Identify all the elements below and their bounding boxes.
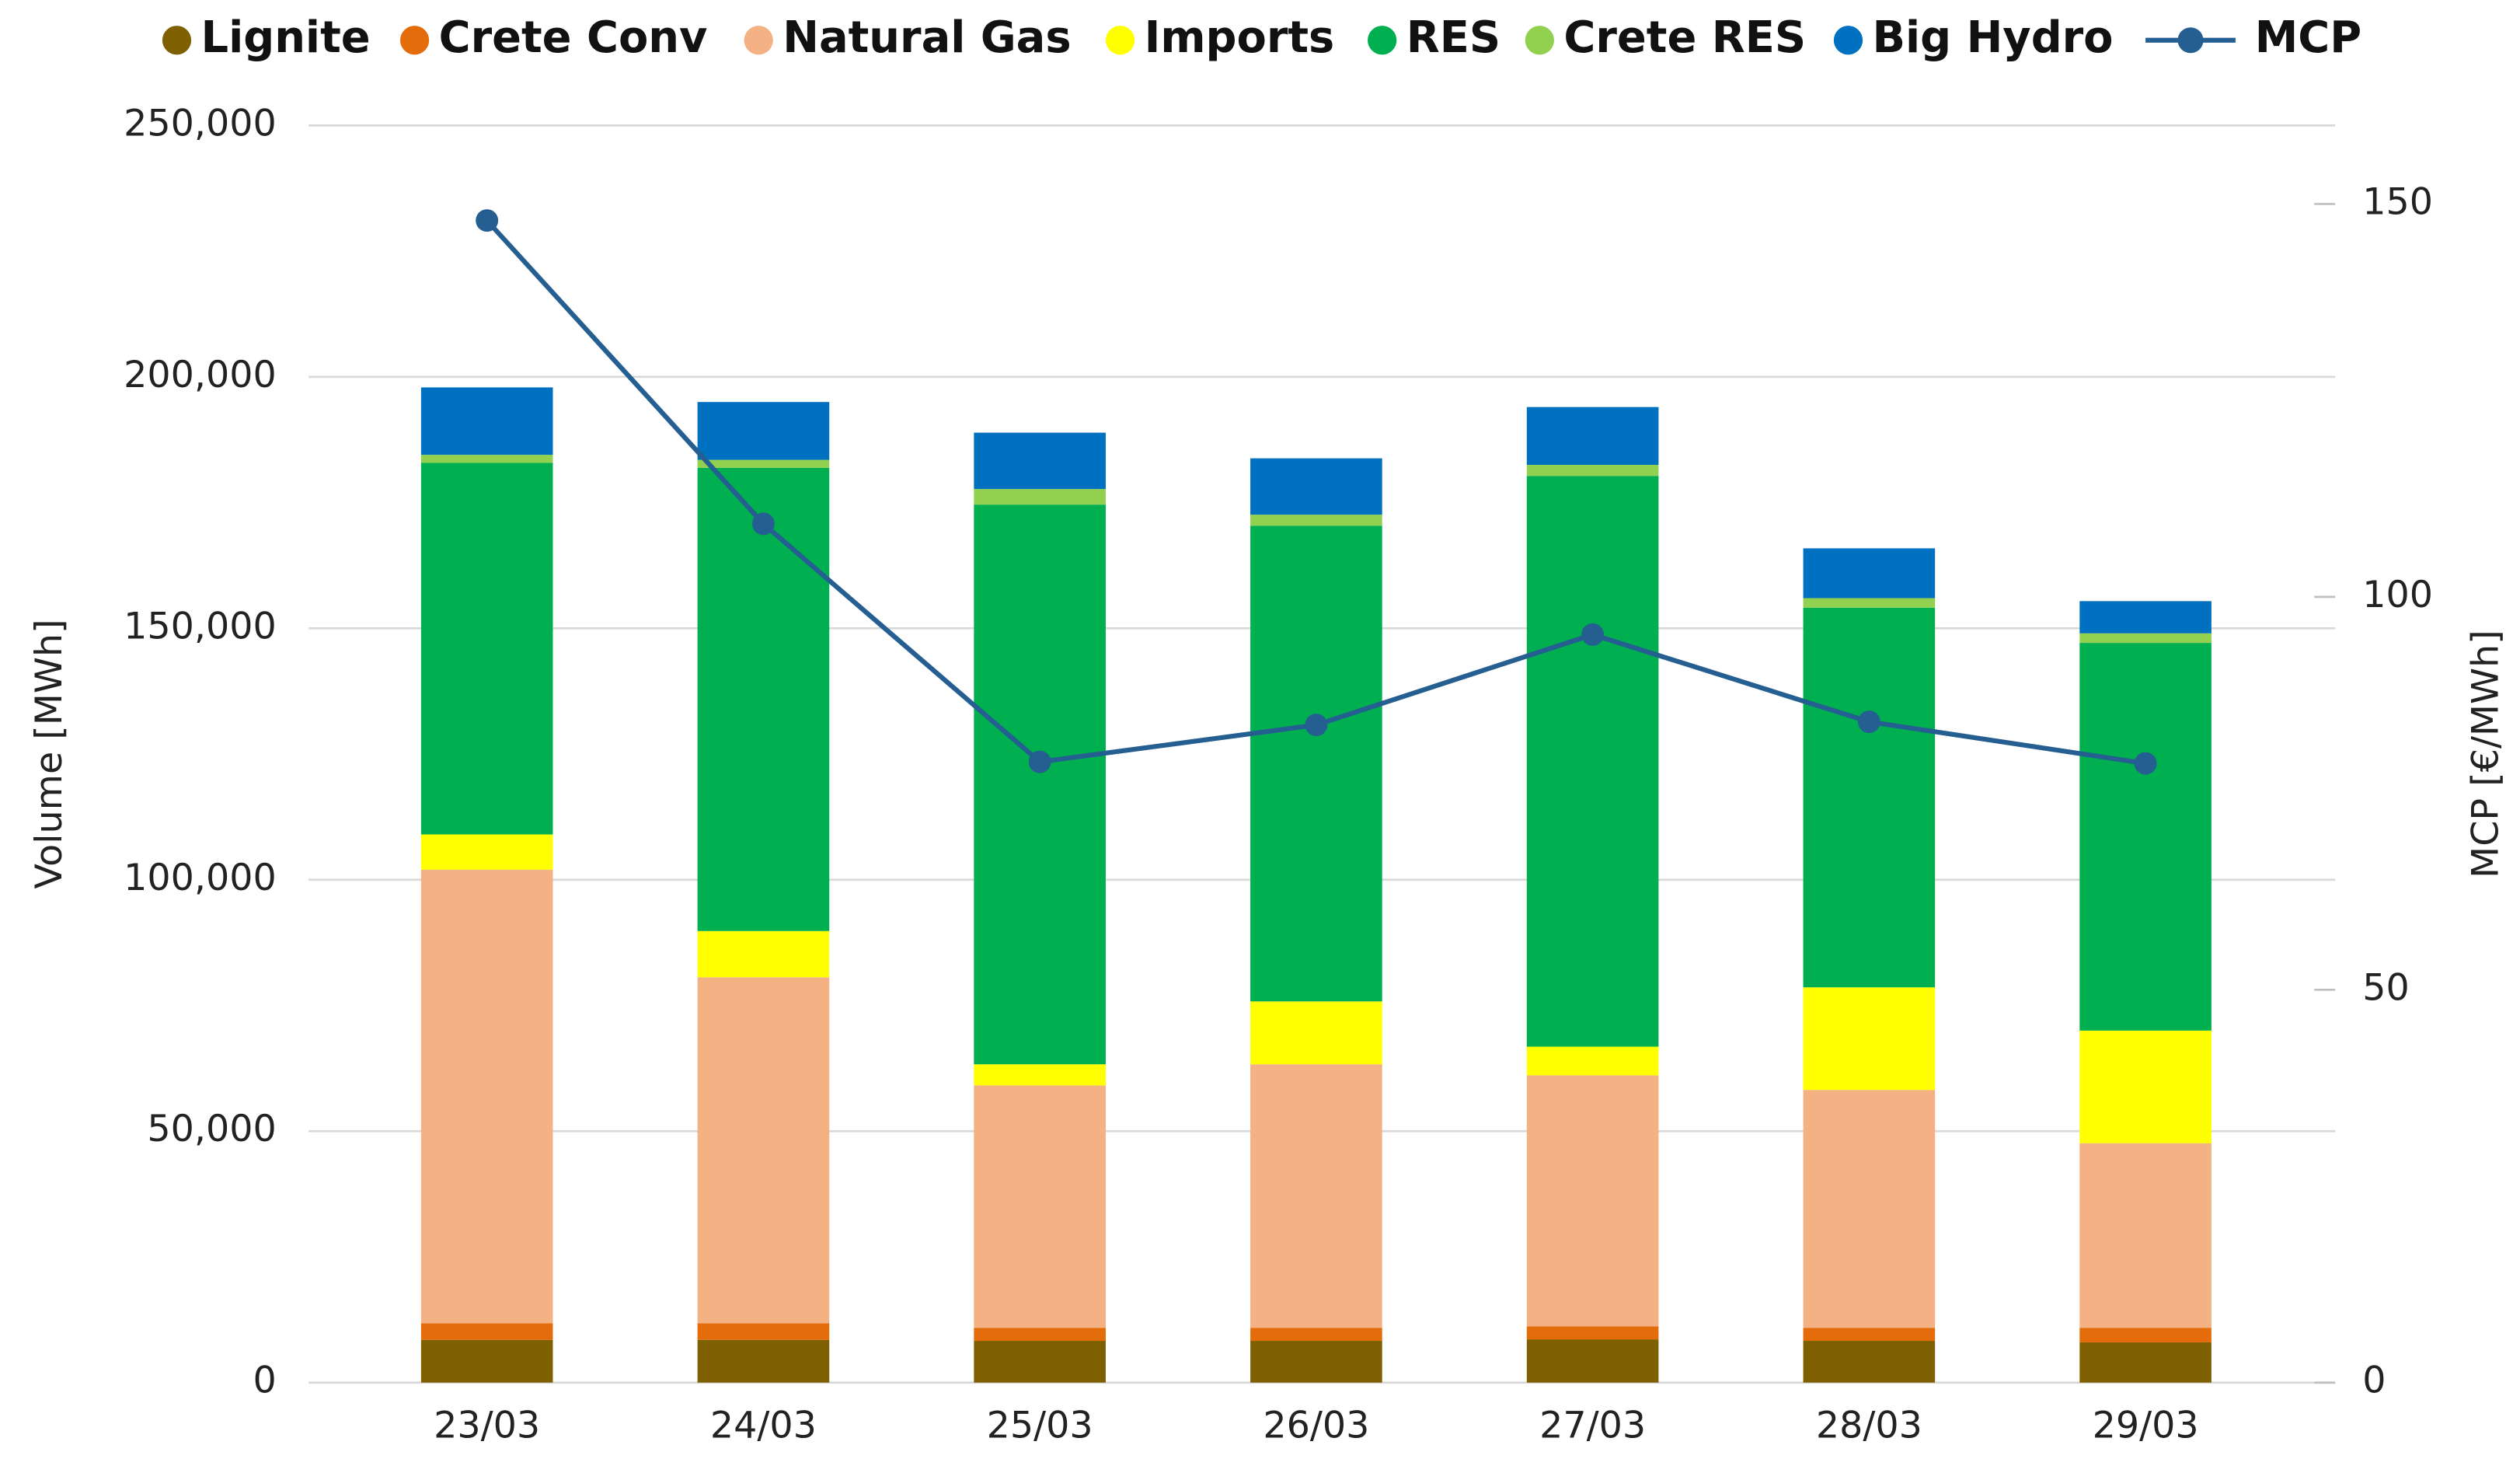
bar-segment bbox=[697, 930, 830, 978]
bar-segment bbox=[1526, 1046, 1659, 1076]
x-tick-label: 24/03 bbox=[710, 1405, 817, 1447]
bar-segment bbox=[1250, 1328, 1382, 1342]
bar-segment bbox=[1803, 607, 1936, 988]
x-tick-label: 26/03 bbox=[1263, 1405, 1369, 1447]
legend-label: RES bbox=[1406, 12, 1500, 63]
y-tick-label: 250,000 bbox=[124, 102, 277, 145]
bar-segment bbox=[420, 462, 553, 835]
bar-segment bbox=[1526, 1339, 1659, 1383]
legend-label: Lignite bbox=[201, 12, 371, 63]
bar-segment bbox=[697, 467, 830, 931]
bar-segment bbox=[697, 1323, 830, 1340]
bar-segment bbox=[1250, 515, 1382, 526]
bar-segment bbox=[2079, 1342, 2212, 1383]
legend-marker bbox=[1368, 26, 1397, 55]
y-tick-label: 0 bbox=[253, 1360, 276, 1402]
legend-marker bbox=[2177, 27, 2204, 54]
bar-segment bbox=[974, 489, 1106, 505]
legend-marker bbox=[744, 26, 773, 55]
legend-label: Imports bbox=[1145, 12, 1335, 63]
bar-segment bbox=[2079, 1030, 2212, 1143]
x-tick-label: 25/03 bbox=[987, 1405, 1093, 1447]
line-marker bbox=[2134, 752, 2157, 775]
bar-segment bbox=[974, 1328, 1106, 1342]
y2-axis-title: MCP [€/MWh] bbox=[2465, 630, 2508, 878]
bar-segment bbox=[697, 459, 830, 468]
legend-label: MCP bbox=[2255, 12, 2361, 63]
bar-segment bbox=[420, 869, 553, 1324]
bar-segment bbox=[420, 387, 553, 456]
line-marker bbox=[1581, 623, 1605, 646]
bar-segment bbox=[2079, 1328, 2212, 1342]
bar-segment bbox=[697, 1339, 830, 1383]
bar-segment bbox=[2079, 633, 2212, 644]
bar-segment bbox=[974, 504, 1106, 1065]
bar-segment bbox=[420, 834, 553, 870]
bar-segment bbox=[1526, 476, 1659, 1047]
bar-segment bbox=[974, 1341, 1106, 1383]
legend-label: Crete RES bbox=[1563, 12, 1806, 63]
y-tick-label: 100,000 bbox=[124, 857, 277, 899]
bar-segment bbox=[1803, 548, 1936, 599]
bar-segment bbox=[1250, 458, 1382, 515]
bar-segment bbox=[1803, 1328, 1936, 1342]
y2-tick-label: 50 bbox=[2362, 966, 2410, 1009]
bar-segment bbox=[2079, 601, 2212, 634]
legend-label: Crete Conv bbox=[439, 12, 708, 63]
bar-segment bbox=[1803, 1341, 1936, 1383]
bar-segment bbox=[1250, 1064, 1382, 1328]
line-marker bbox=[1305, 714, 1328, 737]
line-marker bbox=[1857, 710, 1880, 734]
y-tick-label: 200,000 bbox=[124, 354, 277, 396]
legend-label: Big Hydro bbox=[1872, 12, 2113, 63]
bar-segment bbox=[1526, 1326, 1659, 1340]
bar-segment bbox=[420, 1339, 553, 1383]
bar-segment bbox=[1250, 1001, 1382, 1065]
bar-segment bbox=[2079, 643, 2212, 1031]
x-tick-label: 29/03 bbox=[2093, 1405, 2199, 1447]
bar-segment bbox=[1803, 598, 1936, 608]
bar-segment bbox=[420, 1323, 553, 1340]
y-axis-title: Volume [MWh] bbox=[28, 619, 71, 888]
legend-marker bbox=[399, 26, 430, 55]
y2-tick-label: 100 bbox=[2362, 574, 2433, 616]
y-tick-label: 150,000 bbox=[124, 605, 277, 647]
legend-marker bbox=[1833, 26, 1863, 55]
bar-segment bbox=[1803, 987, 1936, 1091]
legend-label: Natural Gas bbox=[782, 12, 1071, 63]
bar-segment bbox=[1526, 465, 1659, 476]
x-tick-label: 23/03 bbox=[434, 1405, 540, 1447]
y-tick-label: 50,000 bbox=[147, 1108, 276, 1150]
bar-segment bbox=[1250, 525, 1382, 1002]
x-tick-label: 28/03 bbox=[1816, 1405, 1922, 1447]
bar-segment bbox=[1250, 1341, 1382, 1383]
bar-segment bbox=[974, 1064, 1106, 1086]
bar-segment bbox=[1526, 1075, 1659, 1327]
legend-marker bbox=[1105, 26, 1135, 55]
bar-segment bbox=[1803, 1090, 1936, 1328]
legend-marker bbox=[1525, 26, 1554, 55]
bar-segment bbox=[974, 1085, 1106, 1328]
line-marker bbox=[751, 512, 775, 536]
x-tick-label: 27/03 bbox=[1539, 1405, 1646, 1447]
y2-tick-label: 0 bbox=[2362, 1360, 2386, 1402]
bar-segment bbox=[420, 455, 553, 463]
y2-tick-label: 150 bbox=[2362, 180, 2433, 223]
line-marker bbox=[476, 209, 499, 232]
bar-segment bbox=[697, 977, 830, 1324]
line-marker bbox=[1028, 750, 1051, 773]
bar-segment bbox=[974, 432, 1106, 490]
bar-segment bbox=[2079, 1143, 2212, 1328]
bar-segment bbox=[697, 402, 830, 460]
bar-segment bbox=[1526, 407, 1659, 466]
legend-marker bbox=[162, 26, 192, 55]
